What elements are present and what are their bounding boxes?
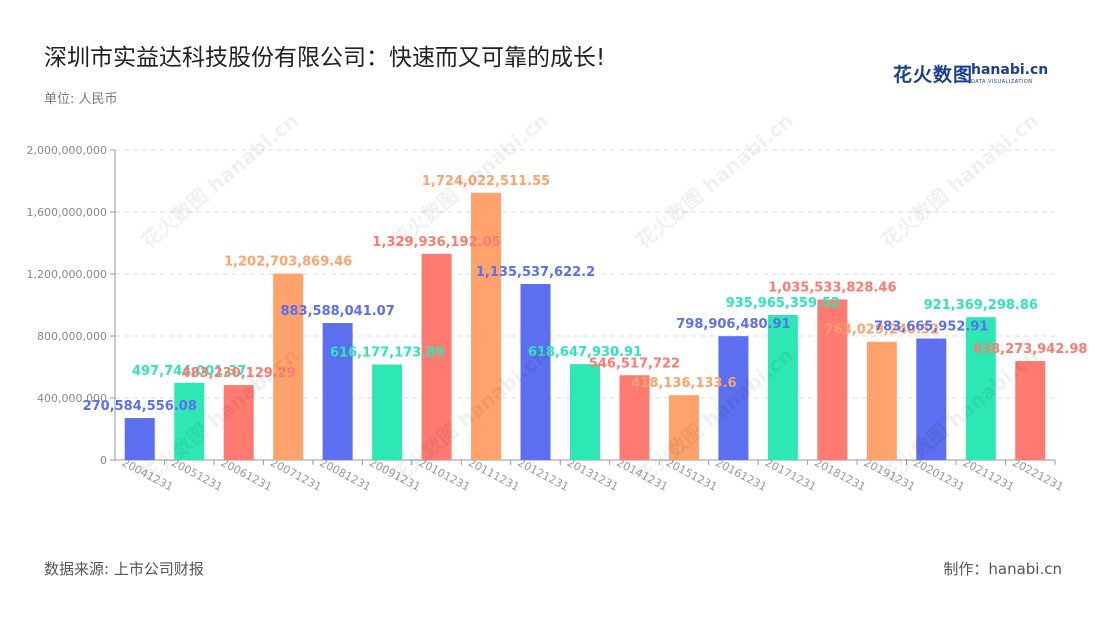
data-label: 798,906,480.91 <box>676 317 790 332</box>
data-label: 270,584,556.08 <box>83 399 197 414</box>
bar <box>471 192 502 461</box>
x-tick-label: 20181231 <box>812 456 868 494</box>
maker-credit: 制作：hanabi.cn <box>943 560 1062 578</box>
data-label: 483,230,129.29 <box>182 366 296 381</box>
bar <box>817 299 848 460</box>
data-label: 616,177,173.89 <box>330 345 444 360</box>
bar <box>570 364 600 460</box>
x-tick-label: 20071231 <box>268 456 324 494</box>
y-tick-label: 2,000,000,000 <box>27 144 107 157</box>
logo-en-text: hanabi.cn <box>971 62 1049 78</box>
bar <box>421 253 452 460</box>
bar <box>916 338 947 460</box>
chart-title: 深圳市实益达科技股份有限公司：快速而又可靠的成长! <box>44 45 606 71</box>
y-tick-label: 400,000,000 <box>37 392 107 405</box>
data-label: 1,202,703,869.46 <box>224 255 352 270</box>
logo-sub-text: DATA VISUALIZATION <box>971 79 1033 85</box>
data-label: 763,029,240.52 <box>825 323 939 338</box>
data-label: 1,135,537,622.2 <box>476 265 595 280</box>
data-label: 546,517,722 <box>589 356 680 371</box>
bar <box>866 341 897 460</box>
data-label: 418,136,133.6 <box>631 376 736 391</box>
data-label: 497,744,001.37 <box>132 364 246 379</box>
bars <box>124 192 1046 461</box>
bar <box>273 273 304 460</box>
data-label: 638,273,942.98 <box>973 342 1087 357</box>
data-label: 1,035,533,828.46 <box>768 280 896 295</box>
bar <box>718 336 749 460</box>
data-label: 783,665,952.91 <box>874 320 988 335</box>
bar <box>668 395 699 460</box>
bar <box>1015 361 1046 460</box>
bar <box>322 323 353 460</box>
x-tick-label: 20061231 <box>219 456 275 494</box>
bar <box>372 364 403 460</box>
y-tick-label: 800,000,000 <box>37 330 107 343</box>
x-tick-label: 20121231 <box>515 456 571 494</box>
x-tick-label: 20171231 <box>763 456 819 494</box>
data-label: 1,329,936,192.05 <box>372 235 500 250</box>
brand-logo: 花火数图 hanabi.cn DATA VISUALIZATION <box>893 60 1053 88</box>
data-label: 618,647,930.91 <box>528 345 642 360</box>
bar <box>124 418 155 460</box>
bar <box>767 314 798 460</box>
data-label: 1,724,022,511.55 <box>422 174 550 189</box>
logo-cn-text: 花火数图 <box>893 64 974 86</box>
bar <box>174 382 205 460</box>
data-source: 数据来源: 上市公司财报 <box>44 560 204 578</box>
x-tick-label: 20081231 <box>318 456 374 494</box>
bar <box>223 385 254 460</box>
bar <box>520 283 551 460</box>
x-tick-label: 20131231 <box>565 456 621 494</box>
x-tick-label: 20221231 <box>1010 456 1066 494</box>
x-tick-label: 20211231 <box>961 456 1017 494</box>
data-label: 921,369,298.86 <box>924 298 1038 313</box>
y-tick-label: 0 <box>100 454 107 467</box>
x-tick-label: 20111231 <box>466 456 522 494</box>
bar <box>965 317 996 460</box>
data-label: 935,965,359.52 <box>726 296 840 311</box>
value-labels: 270,584,556.08 497,744,001.37483,230,129.… <box>83 174 1088 414</box>
y-tick-label: 1,200,000,000 <box>27 268 107 281</box>
y-axis: 0 400,000,000 800,000,000 1,200,000,000 1,60… <box>27 144 116 467</box>
unit-label: 单位: 人民币 <box>44 92 118 107</box>
y-tick-label: 1,600,000,000 <box>27 206 107 219</box>
bar <box>619 375 650 460</box>
x-tick-label: 20161231 <box>713 456 769 494</box>
data-label: 883,588,041.07 <box>280 304 394 319</box>
